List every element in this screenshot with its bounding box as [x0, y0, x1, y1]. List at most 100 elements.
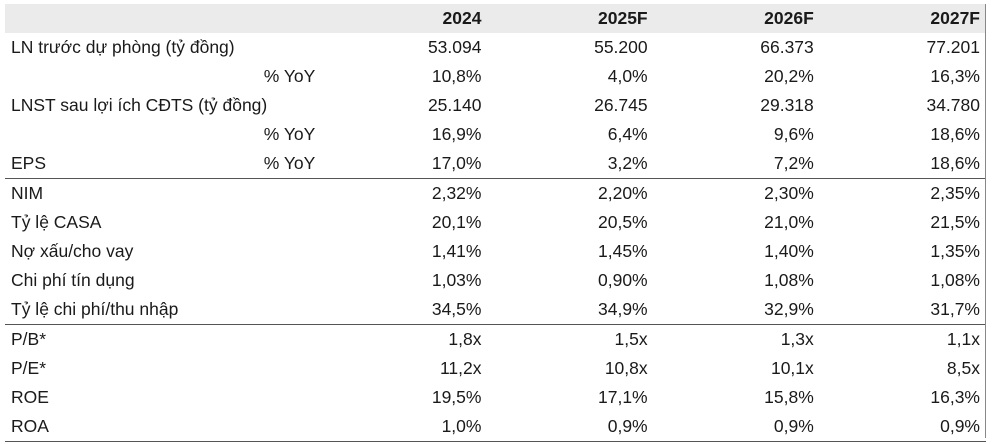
row-sublabel: % YoY — [263, 124, 316, 144]
table-row: ROE 19,5% 17,1% 15,8% 16,3% — [5, 383, 986, 412]
value-cell: 1,03% — [431, 270, 482, 290]
value-cell: 1,45% — [598, 241, 648, 261]
financial-forecast-table: 2024 2025F 2026F 2027F LN trước dự phòng… — [5, 4, 986, 442]
value-cell: 6,4% — [607, 124, 648, 144]
value-cell: 16,3% — [930, 66, 980, 86]
value-cell: 18,6% — [930, 153, 980, 173]
row-sublabel: % YoY — [263, 66, 316, 86]
value-cell: 1,0% — [321, 412, 488, 442]
value-cell: 2,35% — [819, 178, 986, 208]
table-right-border — [985, 4, 986, 438]
value-cell: 31,7% — [930, 299, 980, 319]
value-cell: 21,0% — [764, 212, 814, 232]
row-label: LNST sau lợi ích CĐTS (tỷ đồng) — [11, 95, 268, 115]
value-cell: 1,5x — [487, 324, 654, 354]
value-cell: 20,2% — [764, 66, 814, 86]
row-sublabel — [225, 412, 322, 442]
row-label: P/E* — [11, 358, 47, 378]
table-row: LNST sau lợi ích CĐTS (tỷ đồng) 25.140 26.… — [5, 91, 986, 120]
value-cell: 2,20% — [487, 178, 654, 208]
row-label: Nợ xấu/cho vay — [11, 241, 134, 261]
header-blank-cell — [225, 4, 322, 33]
value-cell: 9,6% — [773, 124, 814, 144]
row-sublabel: % YoY — [263, 153, 316, 173]
header-year-2026f: 2026F — [653, 4, 820, 33]
value-cell: 8,5x — [946, 358, 980, 378]
value-cell: 34.780 — [926, 95, 980, 115]
row-label: EPS — [11, 153, 47, 173]
table-row: EPS % YoY 17,0% 3,2% 7,2% 18,6% — [5, 149, 986, 179]
value-cell: 2,30% — [653, 178, 820, 208]
value-cell: 17,0% — [431, 153, 482, 173]
value-cell: 34,5% — [431, 299, 482, 319]
row-label: LN trước dự phòng (tỷ đồng) — [11, 37, 235, 57]
value-cell: 18,6% — [930, 124, 980, 144]
value-cell: 0,9% — [819, 412, 986, 442]
value-cell: 17,1% — [598, 387, 648, 407]
row-sublabel — [225, 383, 321, 412]
row-sublabel — [225, 324, 322, 354]
table-row: P/B* 1,8x 1,5x 1,3x 1,1x — [5, 324, 986, 354]
value-cell: 1,08% — [764, 270, 814, 290]
value-cell: 20,1% — [431, 212, 482, 232]
value-cell: 19,5% — [431, 387, 482, 407]
row-sublabel — [225, 354, 321, 383]
row-label: Tỷ lệ chi phí/thu nhập — [11, 299, 179, 319]
value-cell: 1,8x — [321, 324, 488, 354]
value-cell: 1,40% — [764, 241, 814, 261]
value-cell: 20,5% — [598, 212, 648, 232]
table-row: % YoY 10,8% 4,0% 20,2% 16,3% — [5, 62, 986, 91]
header-blank-cell — [5, 4, 226, 33]
value-cell: 16,3% — [930, 387, 980, 407]
row-label: Tỷ lệ CASA — [11, 212, 102, 232]
table-row: ROA 1,0% 0,9% 0,9% 0,9% — [5, 412, 986, 442]
row-label — [5, 120, 225, 149]
row-label: Chi phí tín dụng — [11, 270, 135, 290]
value-cell: 55.200 — [594, 37, 648, 57]
value-cell: 2,32% — [321, 178, 488, 208]
table-header-row: 2024 2025F 2026F 2027F — [5, 4, 986, 33]
row-sublabel — [225, 208, 321, 237]
table-row: Chi phí tín dụng 1,03% 0,90% 1,08% 1,08% — [5, 266, 986, 295]
row-sublabel — [225, 237, 321, 266]
row-sublabel — [225, 33, 321, 62]
row-label: ROA — [5, 412, 226, 442]
table-row: LN trước dự phòng (tỷ đồng) 53.094 55.200 6… — [5, 33, 986, 62]
value-cell: 1,41% — [431, 241, 482, 261]
row-label — [5, 62, 225, 91]
value-cell: 32,9% — [764, 299, 814, 319]
value-cell: 0,9% — [653, 412, 820, 442]
value-cell: 53.094 — [427, 37, 482, 57]
row-label: NIM — [5, 178, 226, 208]
value-cell: 4,0% — [607, 66, 648, 86]
value-cell: 10,8% — [431, 66, 482, 86]
value-cell: 16,9% — [431, 124, 482, 144]
value-cell: 7,2% — [773, 153, 814, 173]
row-label: P/B* — [5, 324, 226, 354]
value-cell: 26.745 — [594, 95, 648, 115]
row-sublabel — [225, 178, 322, 208]
header-year-2025f: 2025F — [487, 4, 654, 33]
value-cell: 11,2x — [439, 358, 482, 378]
value-cell: 0,9% — [487, 412, 654, 442]
row-label: ROE — [11, 387, 49, 407]
table-row: Nợ xấu/cho vay 1,41% 1,45% 1,40% 1,35% — [5, 237, 986, 266]
header-year-2027f: 2027F — [819, 4, 986, 33]
value-cell: 66.373 — [760, 37, 814, 57]
value-cell: 34,9% — [598, 299, 648, 319]
value-cell: 21,5% — [930, 212, 980, 232]
value-cell: 29.318 — [760, 95, 814, 115]
table-row: Tỷ lệ CASA 20,1% 20,5% 21,0% 21,5% — [5, 208, 986, 237]
value-cell: 15,8% — [764, 387, 814, 407]
value-cell: 0,90% — [598, 270, 648, 290]
table-row: Tỷ lệ chi phí/thu nhập 34,5% 34,9% 32,9% 31,… — [5, 295, 986, 325]
value-cell: 25.140 — [427, 95, 482, 115]
row-sublabel — [225, 266, 321, 295]
value-cell: 10,1x — [770, 358, 814, 378]
value-cell: 77.201 — [926, 37, 980, 57]
header-year-2024: 2024 — [321, 4, 488, 33]
row-sublabel — [225, 295, 321, 325]
value-cell: 1,08% — [930, 270, 980, 290]
table-row: NIM 2,32% 2,20% 2,30% 2,35% — [5, 178, 986, 208]
